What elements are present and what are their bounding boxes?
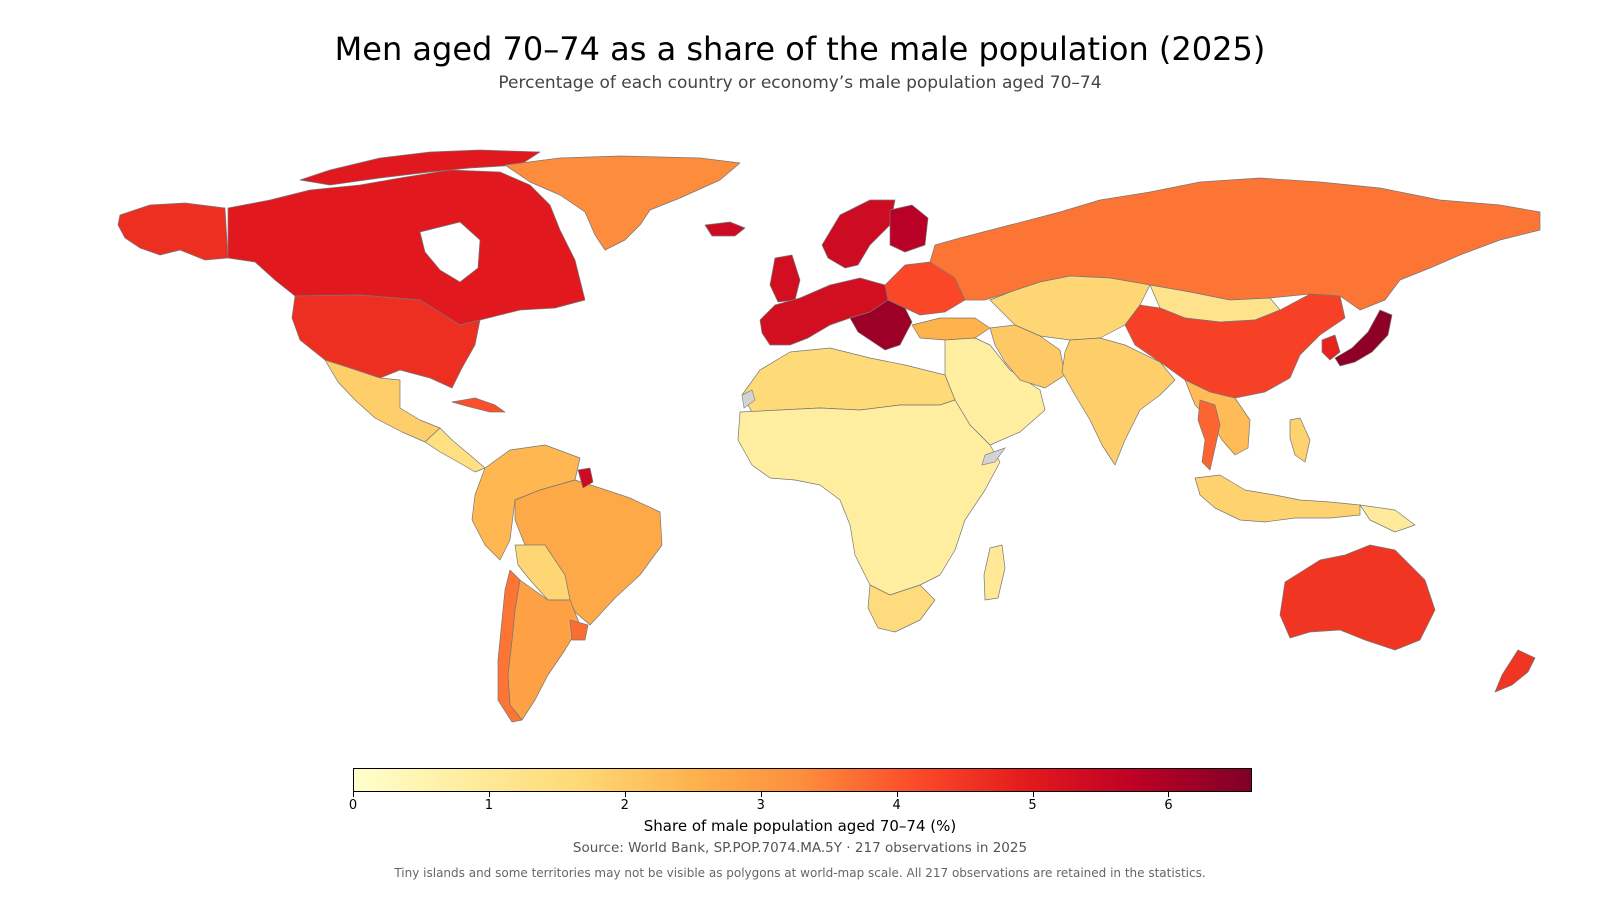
- colorbar-tick: [488, 792, 490, 797]
- colorbar-tick-label: 2: [620, 798, 629, 813]
- colorbar: 0 1 2 3 4 5 6: [349, 768, 1252, 813]
- colorbar-tick: [760, 792, 762, 797]
- region-australia[interactable]: [1279, 544, 1436, 651]
- map-subtitle: Percentage of each country or economy’s …: [498, 73, 1102, 93]
- region-brazil[interactable]: [514, 479, 663, 626]
- region-papua[interactable]: [1359, 504, 1416, 533]
- region-sub-saharan[interactable]: [737, 399, 1001, 596]
- colorbar-tick: [353, 792, 354, 797]
- colorbar-tick-label: 4: [892, 798, 901, 813]
- region-north-africa[interactable]: [741, 347, 956, 413]
- region-nordic[interactable]: [821, 199, 896, 269]
- region-central-america[interactable]: [424, 427, 486, 473]
- region-philippines[interactable]: [1289, 417, 1311, 463]
- region-usa[interactable]: [291, 294, 481, 389]
- colorbar-tick-label: 1: [484, 798, 494, 813]
- region-no-data-somaliland[interactable]: [981, 447, 1006, 466]
- colorbar-tick: [1032, 792, 1034, 797]
- region-finland[interactable]: [889, 204, 929, 253]
- region-canada-islands[interactable]: [299, 149, 541, 186]
- source-note: Source: World Bank, SP.POP.7074.MA.5Y · …: [572, 840, 1028, 856]
- colorbar-tick-label: 0: [348, 798, 358, 813]
- region-chile[interactable]: [497, 569, 523, 723]
- footnote: Tiny islands and some territories may no…: [394, 866, 1206, 880]
- region-cuba[interactable]: [451, 397, 506, 413]
- colorbar-gradient: [353, 768, 1252, 792]
- region-madagascar[interactable]: [983, 544, 1006, 601]
- region-eastern-europe[interactable]: [884, 261, 966, 316]
- region-india[interactable]: [1061, 337, 1176, 466]
- colorbar-tick: [624, 792, 626, 797]
- region-indonesia[interactable]: [1194, 474, 1361, 523]
- region-french-guiana[interactable]: [577, 467, 594, 489]
- colorbar-tick-label: 3: [756, 798, 765, 813]
- region-uruguay[interactable]: [569, 619, 589, 641]
- colorbar-tick-label: 5: [1028, 798, 1037, 813]
- colorbar-tick-label: 6: [1164, 798, 1173, 813]
- region-thailand[interactable]: [1197, 399, 1221, 471]
- region-japan[interactable]: [1334, 309, 1393, 367]
- region-greenland[interactable]: [504, 155, 741, 251]
- region-balkans-italy[interactable]: [849, 299, 913, 351]
- region-argentina[interactable]: [507, 579, 581, 721]
- hudson-bay: [419, 221, 481, 283]
- region-canada[interactable]: [227, 169, 586, 326]
- colorbar-tick: [896, 792, 898, 797]
- region-alaska[interactable]: [117, 202, 229, 261]
- region-uk[interactable]: [769, 254, 801, 303]
- region-south-africa[interactable]: [867, 584, 936, 633]
- region-korea[interactable]: [1321, 334, 1341, 361]
- region-turkey[interactable]: [911, 317, 991, 341]
- region-iceland[interactable]: [704, 221, 746, 237]
- colorbar-label: Share of male population aged 70–74 (%): [643, 817, 957, 835]
- colorbar-tick: [1168, 792, 1170, 797]
- region-iran[interactable]: [989, 324, 1066, 389]
- region-new-zealand[interactable]: [1494, 649, 1536, 693]
- map-title: Men aged 70–74 as a share of the male po…: [334, 30, 1266, 68]
- region-no-data-western-sahara[interactable]: [741, 389, 756, 409]
